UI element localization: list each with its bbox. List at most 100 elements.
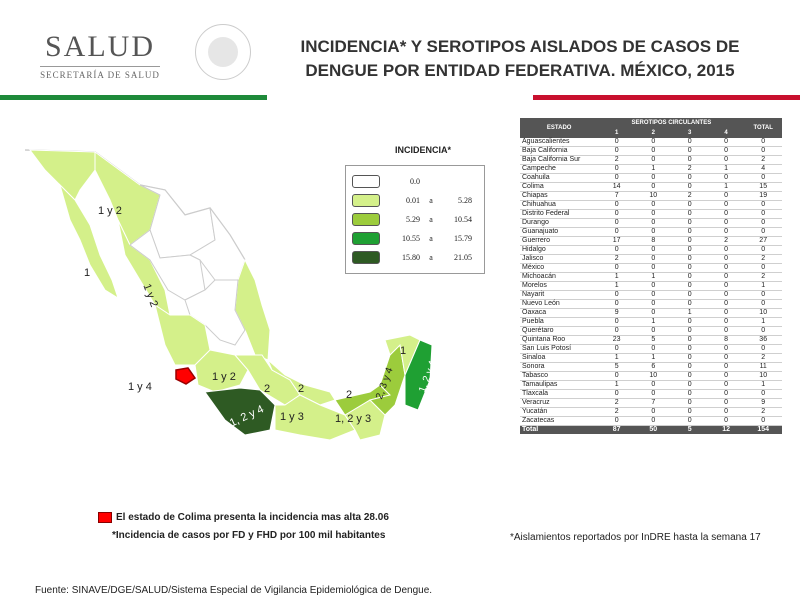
cell-serotype-count: 0 [671, 353, 708, 364]
cell-serotype-count: 0 [598, 209, 635, 220]
table-row: Sonora 5 6 0 0 11 [520, 362, 782, 373]
table-row: Chiapas 7 10 2 0 19 [520, 191, 782, 202]
map-label-chiapas: 2 [346, 389, 352, 401]
legend-sep: a [429, 253, 433, 262]
legend-swatch [352, 251, 380, 264]
cell-total: 15 [744, 182, 782, 193]
table-row: Yucatán 2 0 0 0 2 [520, 407, 782, 418]
cell-serotype-count: 0 [598, 299, 635, 310]
legend-from: 10.55 [402, 234, 420, 243]
region-veracruz [267, 359, 336, 406]
cell-serotype-count: 0 [671, 227, 708, 238]
cell-serotype-count: 0 [634, 218, 672, 229]
cell-total: 0 [744, 200, 782, 211]
table-row: México 0 0 0 0 0 [520, 263, 782, 274]
tricolor-red [533, 95, 800, 100]
legend-box: 0.0 0.01 a 5.28 5.29 a 10.54 10.55 a 15.… [345, 165, 485, 274]
cell-serotype-count: 1 [707, 182, 745, 193]
cell-serotype-count: 0 [634, 155, 672, 166]
cell-serotype-count: 0 [671, 138, 708, 148]
cell-serotype-count: 1 [634, 353, 672, 364]
cell-serotype-count: 0 [671, 209, 708, 220]
cell-total: 1 [744, 317, 782, 328]
cell-serotype-count: 12 [707, 425, 745, 435]
legend-swatch [352, 232, 380, 245]
cell-serotype-count: 1 [707, 164, 745, 175]
cell-serotype-count: 0 [634, 344, 672, 355]
table-row: Morelos 1 0 0 0 1 [520, 281, 782, 292]
table-row: Jalisco 2 0 0 0 2 [520, 254, 782, 265]
cell-serotype-count: 7 [598, 191, 635, 202]
cell-total: 0 [744, 245, 782, 256]
cell-total: 9 [744, 398, 782, 409]
cell-serotype-count: 0 [707, 380, 745, 391]
region-colima [175, 367, 197, 385]
cell-serotype-count: 0 [707, 191, 745, 202]
cell-serotype-count: 0 [634, 326, 672, 337]
cell-estado: Baja California Sur [520, 155, 599, 166]
cell-total: 2 [744, 407, 782, 418]
cell-total: 4 [744, 164, 782, 175]
table-row: Hidalgo 0 0 0 0 0 [520, 245, 782, 256]
map-label-oaxaca: 1, 2 y 3 [335, 413, 371, 425]
cell-serotype-count: 0 [707, 272, 745, 283]
cell-total: 0 [744, 218, 782, 229]
cell-serotype-count: 0 [707, 173, 745, 184]
table-row: Guerrero 17 8 0 2 27 [520, 236, 782, 247]
cell-serotype-count: 0 [707, 398, 745, 409]
cell-serotype-count: 1 [598, 380, 635, 391]
cell-estado: Jalisco [520, 254, 599, 265]
cell-serotype-count: 0 [598, 326, 635, 337]
cell-estado: Coahuila [520, 173, 599, 184]
colima-note: El estado de Colima presenta la incidenc… [98, 512, 389, 523]
table-total-row: Total 87 50 5 12 154 [520, 425, 782, 435]
cell-estado: Campeche [520, 164, 599, 175]
cell-serotype-count: 0 [634, 416, 672, 427]
cell-estado: Quintana Roo [520, 335, 599, 346]
cell-serotype-count: 0 [671, 362, 708, 373]
legend-from: 15.80 [402, 253, 420, 262]
legend-row: 15.80 a 21.05 [352, 248, 478, 267]
national-seal-icon [195, 24, 251, 80]
cell-estado: Durango [520, 218, 599, 229]
cell-serotype-count: 0 [634, 263, 672, 274]
isolation-note: *Aislamientos reportados por InDRE hasta… [510, 532, 761, 543]
cell-serotype-count: 0 [634, 407, 672, 418]
legend-to: 5.28 [458, 196, 472, 205]
cell-serotype-count: 0 [598, 263, 635, 274]
serotype-table: ESTADO SEROTIPOS CIRCULANTES TOTAL 1 2 3… [520, 118, 782, 435]
cell-estado: Tamaulipas [520, 380, 599, 391]
legend-from: 0.0 [410, 177, 420, 186]
cell-serotype-count: 0 [598, 164, 635, 175]
legend-swatch [352, 194, 380, 207]
cell-total: 36 [744, 335, 782, 346]
cell-serotype-count: 0 [671, 326, 708, 337]
cell-serotype-count: 0 [598, 317, 635, 328]
legend-title: INCIDENCIA* [395, 145, 452, 155]
cell-estado: Hidalgo [520, 245, 599, 256]
table-row: Baja California Sur 2 0 0 0 2 [520, 155, 782, 166]
logo-main-text: SALUD [44, 30, 155, 63]
table-row: Zacatecas 0 0 0 0 0 [520, 416, 782, 427]
cell-serotype-count: 0 [707, 227, 745, 238]
legend-row: 10.55 a 15.79 [352, 229, 478, 248]
cell-estado: Nuevo León [520, 299, 599, 310]
incidence-legend: INCIDENCIA* 0.0 0.01 a 5.28 5.29 a 10.54… [345, 145, 485, 274]
cell-total: 0 [744, 389, 782, 400]
cell-serotype-count: 7 [634, 398, 672, 409]
cell-serotype-count: 9 [598, 308, 635, 319]
table-row: Guanajuato 0 0 0 0 0 [520, 227, 782, 238]
cell-estado: Morelos [520, 281, 599, 292]
cell-serotype-count: 0 [707, 254, 745, 265]
cell-serotype-count: 0 [707, 362, 745, 373]
cell-serotype-count: 0 [707, 407, 745, 418]
cell-total: 0 [744, 263, 782, 274]
cell-serotype-count: 0 [598, 138, 635, 148]
cell-serotype-count: 2 [598, 398, 635, 409]
cell-serotype-count: 0 [707, 389, 745, 400]
map-label-baja-norte: 1 y 2 [98, 205, 122, 217]
table-row: Coahuila 0 0 0 0 0 [520, 173, 782, 184]
table-row: Oaxaca 9 0 1 0 10 [520, 308, 782, 319]
table-row: Sinaloa 1 1 0 0 2 [520, 353, 782, 364]
cell-serotype-count: 0 [634, 254, 672, 265]
